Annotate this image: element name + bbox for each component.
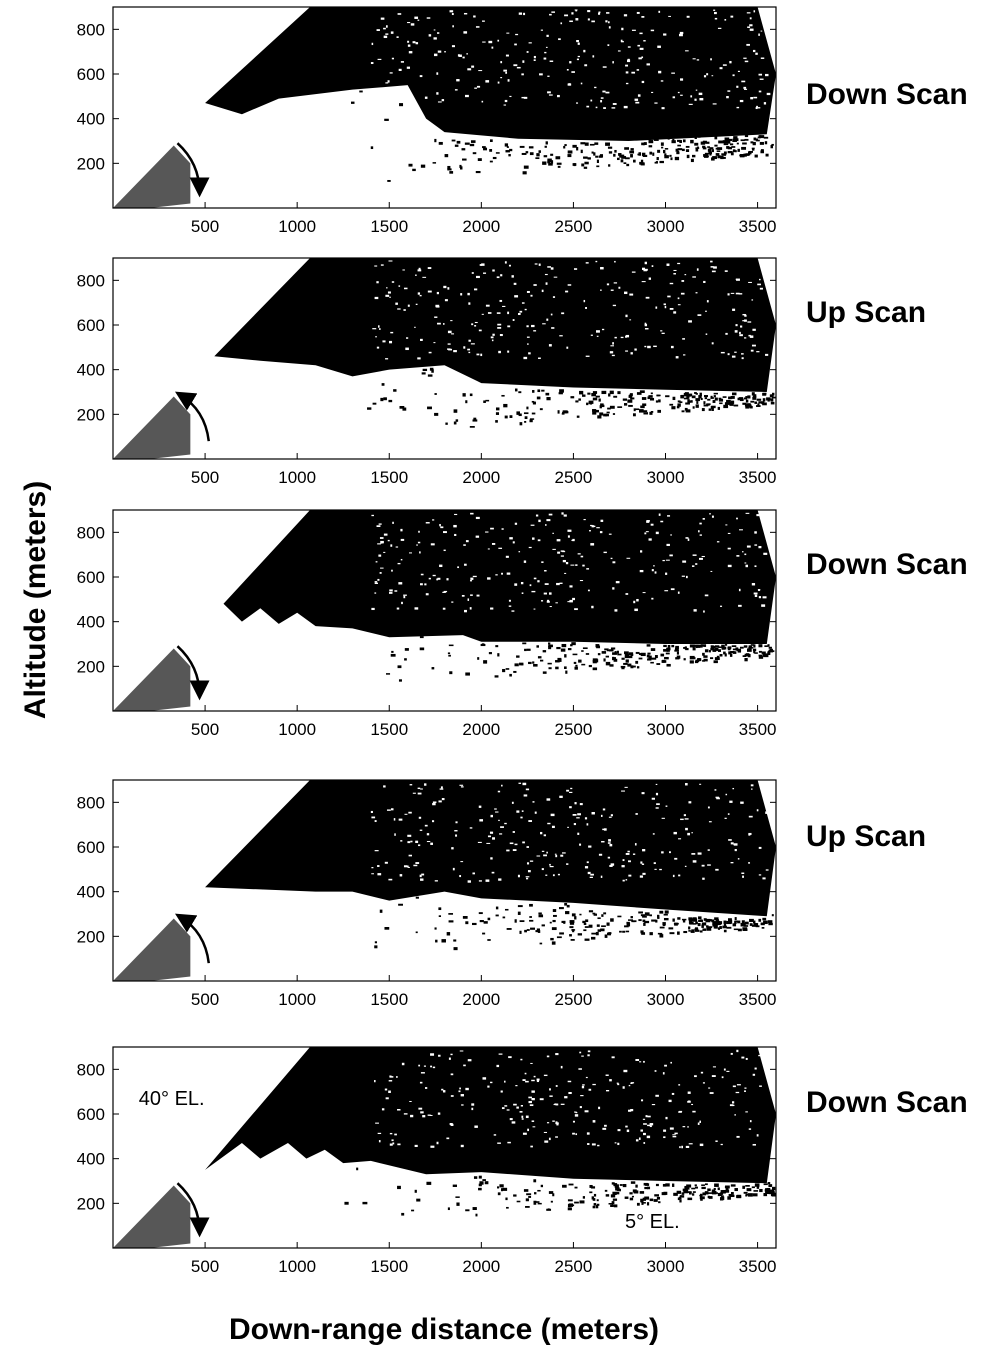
x-tick-label: 2000 [462,217,500,236]
x-tick-label: 1500 [370,217,408,236]
x-tick-label: 3500 [739,990,777,1009]
y-tick-label: 600 [77,316,105,335]
x-tick-label: 2500 [555,217,593,236]
near-range-returns [113,1185,191,1248]
x-tick-label: 500 [191,468,219,487]
y-tick-label: 600 [77,568,105,587]
x-tick-label: 1000 [278,990,316,1009]
scan-panel: 200 400 600 800 500 1000 1500 2000 2500 3000 3500 [77,509,777,739]
near-range-returns [113,918,191,981]
x-tick-label: 1500 [370,990,408,1009]
y-tick-label: 400 [77,883,105,902]
near-range-returns [113,648,191,711]
scan-label: Up Scan [806,296,927,329]
near-range-returns [113,396,191,459]
scan-label: Up Scan [806,820,927,853]
x-tick-label: 1500 [370,468,408,487]
y-tick-label: 200 [77,154,105,173]
x-tick-label: 3000 [647,468,685,487]
y-tick-label: 200 [77,1194,105,1213]
y-tick-label: 400 [77,361,105,380]
scan-panel: 200 400 600 800 500 1000 1500 2000 2500 3000 3500 [77,6,777,236]
dense-return-region [205,1047,776,1184]
x-tick-label: 2500 [555,720,593,739]
x-tick-label: 2000 [462,468,500,487]
x-tick-label: 2000 [462,1257,500,1276]
scan-panel: 200 400 600 800 500 1000 1500 2000 2500 3000 3500 4… [77,1046,777,1276]
scan-label: Down Scan [806,1086,968,1119]
x-tick-label: 500 [191,720,219,739]
y-tick-label: 800 [77,793,105,812]
x-tick-label: 3000 [647,217,685,236]
plot-frame [112,1046,777,1249]
x-tick-label: 500 [191,990,219,1009]
x-tick-label: 3500 [739,468,777,487]
y-tick-label: 400 [77,613,105,632]
x-tick-label: 3500 [739,720,777,739]
x-tick-label: 2500 [555,468,593,487]
scan-direction-arrow [175,391,211,442]
x-tick-label: 500 [191,217,219,236]
scan-label: Down Scan [806,78,968,111]
scan-panel: 200 400 600 800 500 1000 1500 2000 2500 3000 3500 [77,257,777,487]
x-tick-label: 2500 [555,1257,593,1276]
x-axis-label: Down-range distance (meters) [228,1313,660,1346]
elevation-label-5: 5° EL. [625,1211,680,1233]
scan-direction-arrow [175,913,211,964]
scan-panel: 200 400 600 800 500 1000 1500 2000 2500 3000 3500 [77,779,777,1009]
y-axis-label: Altitude (meters) [19,480,52,720]
x-tick-label: 3000 [647,1257,685,1276]
y-tick-label: 800 [77,271,105,290]
x-tick-label: 3000 [647,720,685,739]
x-tick-label: 1000 [278,1257,316,1276]
dense-return-region [214,258,776,392]
y-tick-label: 800 [77,523,105,542]
y-tick-label: 800 [77,20,105,39]
y-tick-label: 400 [77,1150,105,1169]
scan-direction-arrow [176,1182,210,1238]
near-range-returns [113,145,191,208]
plot-frame [112,509,777,712]
y-tick-label: 600 [77,65,105,84]
x-tick-label: 1500 [370,1257,408,1276]
x-tick-label: 1000 [278,217,316,236]
x-tick-label: 500 [191,1257,219,1276]
y-tick-label: 600 [77,838,105,857]
scan-direction-arrow [176,645,210,701]
x-tick-label: 2500 [555,990,593,1009]
x-tick-label: 2000 [462,990,500,1009]
x-tick-label: 1500 [370,720,408,739]
x-tick-label: 3500 [739,217,777,236]
x-tick-label: 1000 [278,720,316,739]
y-tick-label: 200 [77,657,105,676]
dense-return-region [205,7,776,141]
y-tick-label: 600 [77,1105,105,1124]
plot-frame [112,779,777,982]
x-tick-label: 2000 [462,720,500,739]
elevation-label-40: 40° EL. [139,1088,205,1110]
x-tick-label: 3500 [739,1257,777,1276]
scan-label: Down Scan [806,548,968,581]
y-tick-label: 200 [77,927,105,946]
x-tick-label: 3000 [647,990,685,1009]
y-tick-label: 400 [77,110,105,129]
x-tick-label: 1000 [278,468,316,487]
plot-frame [112,257,777,460]
y-tick-label: 200 [77,405,105,424]
plot-frame [112,6,777,209]
scan-direction-arrow [176,142,210,198]
dense-return-region [223,510,776,644]
dense-return-region [205,780,776,917]
y-tick-label: 800 [77,1060,105,1079]
